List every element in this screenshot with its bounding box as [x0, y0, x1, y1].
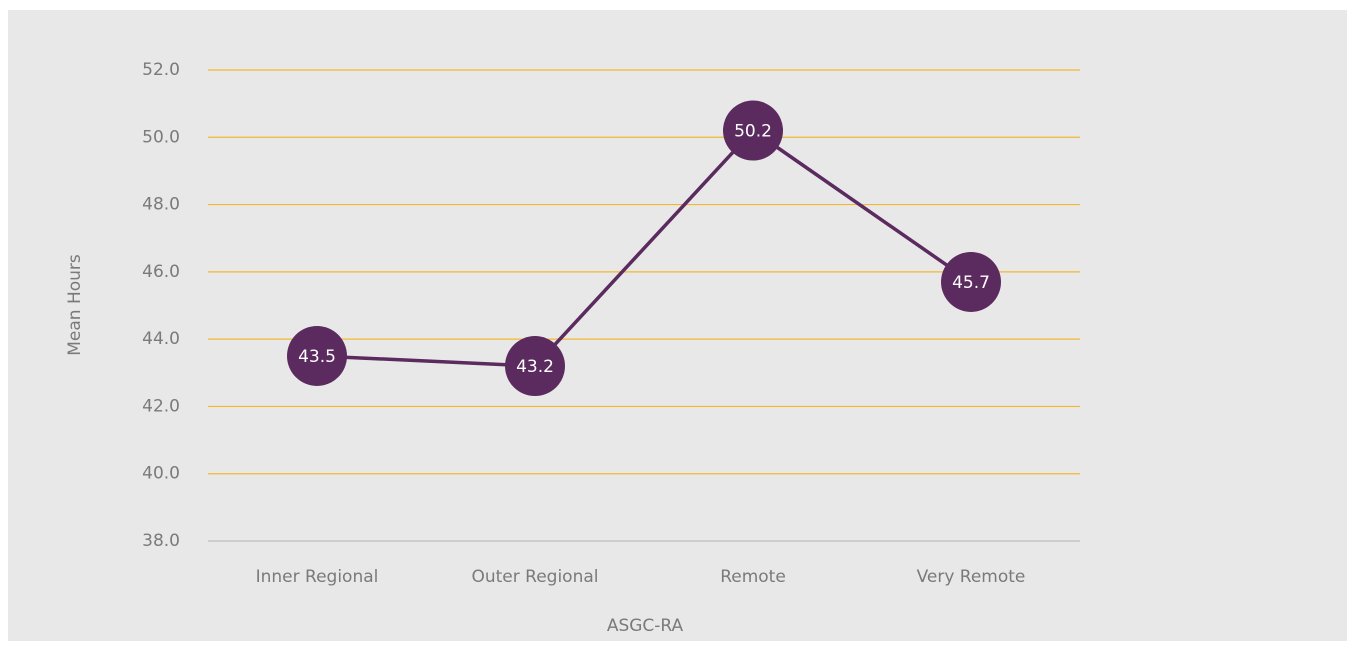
marker: [287, 325, 347, 386]
x-tick-label: Very Remote: [917, 567, 1026, 587]
y-tick-label: 46.0: [142, 262, 180, 282]
marker: [941, 251, 1001, 312]
marker: [723, 100, 783, 161]
line: [316, 128, 972, 368]
data-label: 45.7: [952, 273, 990, 293]
x-tick-label: Inner Regional: [256, 567, 379, 587]
data-label: 50.2: [734, 122, 772, 142]
data-label: 43.2: [516, 357, 554, 377]
y-tick-label: 40.0: [142, 464, 180, 484]
y-tick-label: 48.0: [142, 195, 180, 215]
chart-background: [8, 10, 1347, 641]
y-tick-label: 38.0: [142, 531, 180, 551]
y-tick-label: 50.0: [142, 127, 180, 147]
x-tick-label: Remote: [720, 567, 786, 587]
data-label: 43.5: [298, 347, 336, 367]
x-tick-label: Outer Regional: [471, 567, 598, 587]
y-tick-label: 52.0: [142, 60, 180, 80]
y-tick-label: 42.0: [142, 396, 180, 416]
y-tick-label: 44.0: [142, 329, 180, 349]
x-axis-title: ASGC-RA: [607, 616, 684, 636]
marker: [505, 336, 565, 397]
y-axis-title: Mean Hours: [65, 254, 85, 356]
